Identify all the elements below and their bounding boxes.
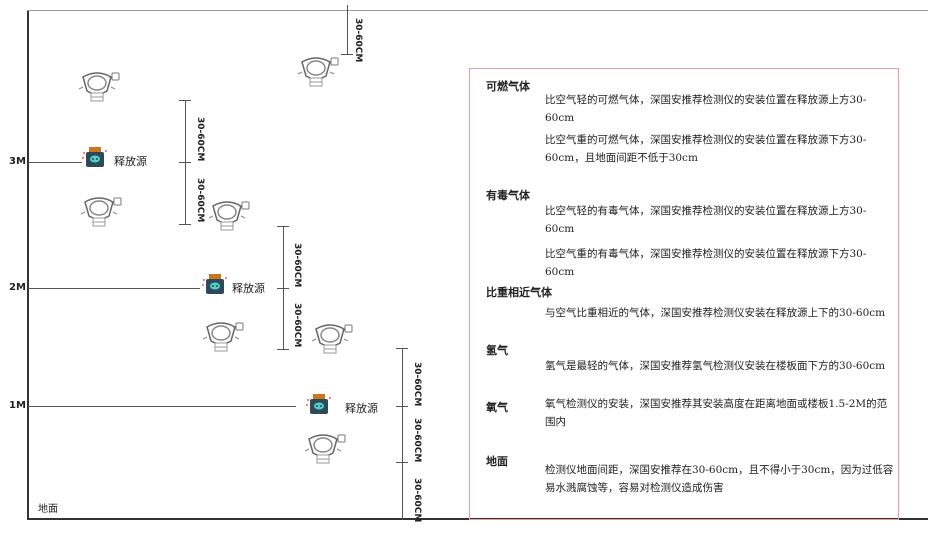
dimension-line (347, 5, 348, 55)
notes-panel: 可燃气体 比空气轻的可燃气体，深国安推荐检测仪的安装位置在释放源上方30-60c… (469, 68, 899, 520)
ground-text: 检测仪地面间距，深国安推荐在30-60cm，且不得小于30cm，因为过低容易水溅… (545, 464, 894, 494)
source-label: 释放源 (345, 402, 378, 415)
dimension-label: 30-60CM (412, 418, 422, 463)
toxic-title: 有毒气体 (486, 189, 530, 202)
oxygen-title: 氧气 (486, 401, 508, 414)
release-source-icon (202, 274, 227, 294)
dimension-label: 30-60CM (195, 117, 205, 162)
source-label: 释放源 (114, 155, 147, 168)
gas-detector-icon (208, 201, 250, 231)
gas-detector-icon (78, 72, 120, 102)
similar-text: 与空气比重相近的气体，深国安推荐检测仪安装在释放源上下的30-60cm (545, 307, 886, 319)
dimension-label: 30-60CM (292, 303, 302, 348)
dimension-line (402, 348, 403, 520)
combustible-title: 可燃气体 (486, 80, 530, 93)
dimension-label: 30-60CM (412, 362, 422, 407)
level-1m-label: 1M (9, 400, 26, 411)
level-2m-line (28, 288, 200, 289)
oxygen-text: 氧气检测仪的安装，深国安推荐其安装高度在距离地面或楼板1.5-2M的范围内 (545, 398, 888, 428)
combustible-light-text: 比空气轻的可燃气体，深国安推荐检测仪的安装位置在释放源上方30-60cm (545, 94, 867, 124)
ceiling-line (27, 10, 928, 11)
gas-detector-icon (80, 197, 122, 227)
similar-title: 比重相近气体 (486, 286, 552, 299)
release-source-icon (82, 147, 107, 167)
gas-detector-icon (311, 324, 353, 354)
wall-line (27, 10, 29, 519)
toxic-light-text: 比空气轻的有毒气体，深国安推荐检测仪的安装位置在释放源上方30-60cm (545, 205, 867, 235)
dimension-label: 30-60CM (292, 243, 302, 288)
ground-title: 地面 (486, 455, 508, 468)
level-2m-label: 2M (9, 282, 26, 293)
combustible-heavy-text: 比空气重的可燃气体，深国安推荐检测仪的安装位置在释放源下方30-60cm，且地面… (545, 134, 867, 164)
toxic-heavy-text: 比空气重的有毒气体，深国安推荐检测仪的安装位置在释放源下方30-60cm (545, 248, 867, 278)
gas-detector-icon (304, 434, 346, 464)
dimension-label: 30-60CM (353, 18, 363, 63)
source-label: 释放源 (232, 282, 265, 295)
ground-label: 地面 (38, 504, 58, 515)
gas-detector-icon (202, 322, 244, 352)
level-3m-line (28, 162, 82, 163)
hydrogen-title: 氢气 (486, 344, 508, 357)
dimension-label: 30-60CM (195, 178, 205, 223)
hydrogen-text: 氢气是最轻的气体，深国安推荐氢气检测仪安装在楼板面下方的30-60cm (545, 360, 886, 372)
level-1m-line (28, 406, 296, 407)
level-3m-label: 3M (9, 156, 26, 167)
gas-detector-icon (297, 57, 339, 87)
release-source-icon (306, 394, 331, 414)
dimension-label: 30-60CM (412, 478, 422, 523)
